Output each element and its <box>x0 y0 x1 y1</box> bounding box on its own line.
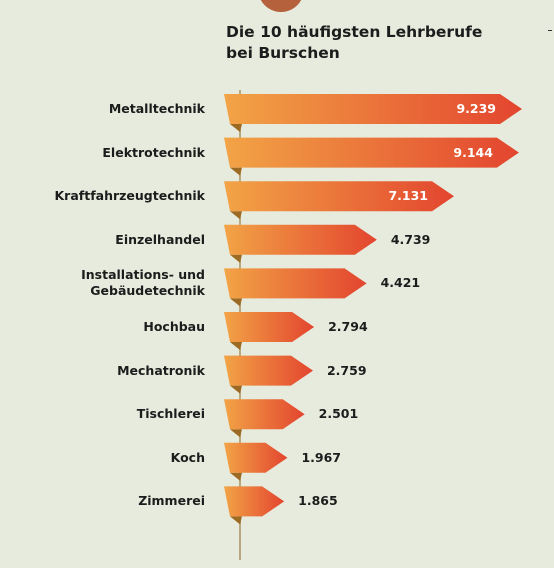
value-label: 2.759 <box>326 362 367 378</box>
bar <box>224 224 377 255</box>
value-label: 1.865 <box>298 493 338 509</box>
bar <box>224 94 522 124</box>
category-label: Elektrotechnik <box>0 145 205 161</box>
category-label: Installations- und Gebäudetechnik <box>0 267 205 299</box>
bar-shadow <box>230 342 242 350</box>
bar-shadow <box>230 211 242 220</box>
value-label: 2.794 <box>328 319 368 334</box>
value-label: 9.239 <box>456 101 496 116</box>
category-label-line: Metalltechnik <box>108 101 205 116</box>
category-label-line: Hochbau <box>143 319 205 334</box>
chart-title-line-2: bei Burschen <box>226 44 340 62</box>
category-label-line: Koch <box>170 449 205 465</box>
value-label: 9.144 <box>453 144 493 160</box>
bar-shadow <box>230 254 242 263</box>
bar <box>224 486 285 517</box>
bar <box>224 399 305 430</box>
bar <box>224 137 519 168</box>
category-label-line: Zimmerei <box>138 493 205 509</box>
category-label-line: Tischlerei <box>136 406 205 422</box>
category-label: Metalltechnik <box>0 101 205 117</box>
bar-shadow <box>230 167 242 176</box>
category-label: Koch <box>0 450 205 466</box>
category-label-line: Einzelhandel <box>115 231 205 247</box>
bar <box>224 312 315 342</box>
category-label: Tischlerei <box>0 406 205 422</box>
bar-shadow <box>230 385 242 394</box>
category-label-line: Kraftfahrzeugtechnik <box>54 188 206 204</box>
category-label: Hochbau <box>0 319 205 335</box>
category-label-line: Elektrotechnik <box>102 144 205 160</box>
chart-title-line-1: Die 10 häufigsten Lehrberufe <box>226 23 483 41</box>
bar-shadow <box>230 429 242 438</box>
value-label: 7.131 <box>388 188 428 204</box>
bar-shadow <box>230 516 242 525</box>
bar <box>224 442 288 473</box>
bar-shadow <box>230 124 242 132</box>
category-label-line: Installations- und <box>81 267 205 283</box>
bar <box>224 355 313 386</box>
bar <box>224 181 455 212</box>
category-label-line: Gebäudetechnik <box>90 283 205 299</box>
category-label: Zimmerei <box>0 493 205 509</box>
category-label: Kraftfahrzeugtechnik <box>0 188 206 204</box>
edge-mark <box>548 30 552 31</box>
category-label-line: Mechatronik <box>117 362 205 378</box>
bar-shadow <box>230 472 242 481</box>
bar <box>224 268 367 299</box>
value-label: 4.421 <box>380 275 421 291</box>
category-label: Einzelhandel <box>0 232 205 248</box>
value-label: 4.739 <box>390 231 431 247</box>
chart-title: Die 10 häufigsten Lehrberufe bei Bursche… <box>226 22 546 64</box>
category-label: Mechatronik <box>0 363 205 379</box>
bar-shadow <box>230 298 242 307</box>
value-label: 2.501 <box>318 406 359 422</box>
value-label: 1.967 <box>301 449 341 465</box>
